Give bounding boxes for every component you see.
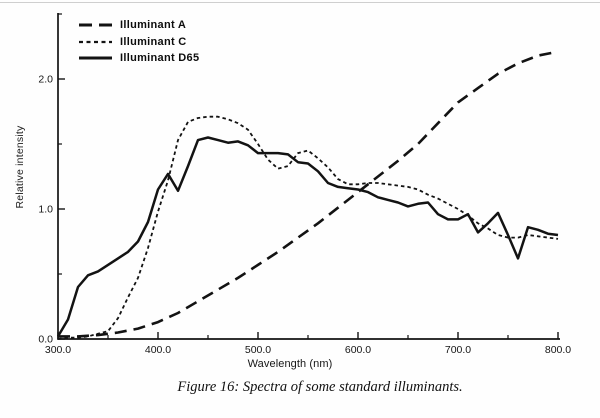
legend-label-illuminant-c: Illuminant C — [120, 35, 187, 48]
long-dash-line-icon — [79, 23, 112, 27]
solid-line-icon — [79, 56, 112, 60]
legend-item-illuminant-c: Illuminant C — [79, 34, 199, 51]
x-tick-label: 500.0 — [245, 344, 271, 356]
x-tick-label: 600.0 — [345, 344, 371, 356]
x-tick-label: 800.0 — [545, 344, 571, 356]
x-tick-label: 300.0 — [45, 344, 71, 356]
y-tick-label: 0.0 — [38, 334, 53, 346]
y-axis-title: Relative intensity — [14, 125, 26, 209]
legend-item-illuminant-d65: Illuminant D65 — [79, 50, 199, 67]
scan-artifact-line — [0, 2, 600, 3]
figure-caption: Figure 16: Spectra of some standard illu… — [177, 379, 463, 395]
legend-item-illuminant-a: Illuminant A — [79, 17, 199, 34]
legend: Illuminant A Illuminant C Illuminant D65 — [79, 17, 199, 67]
y-tick-label: 2.0 — [38, 74, 53, 86]
legend-label-illuminant-a: Illuminant A — [120, 19, 187, 32]
x-axis-title: Wavelength (nm) — [247, 358, 333, 370]
y-tick-label: 1.0 — [38, 204, 53, 216]
series-illuminant-d65 — [56, 136, 559, 338]
series-illuminant-a — [58, 50, 559, 338]
x-tick-label: 700.0 — [445, 344, 471, 356]
legend-label-illuminant-d65: Illuminant D65 — [120, 52, 200, 65]
short-dash-line-icon — [79, 40, 112, 43]
x-tick-label: 400.0 — [145, 344, 171, 356]
